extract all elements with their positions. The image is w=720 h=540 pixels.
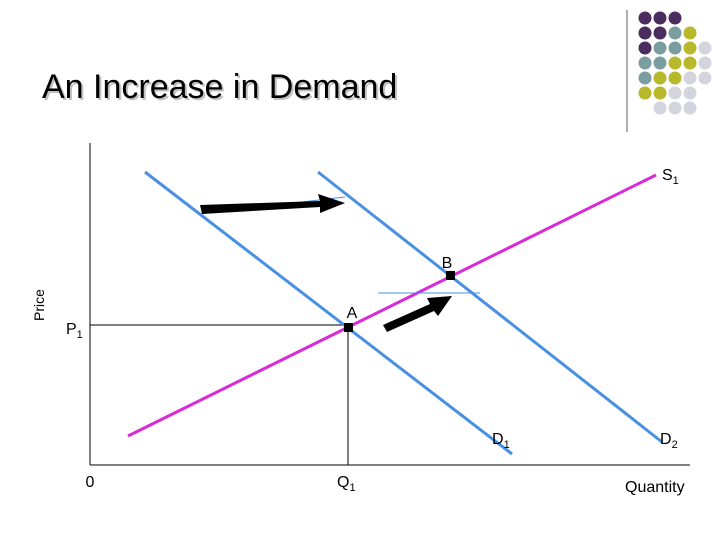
decor-dot [683, 41, 697, 55]
decor-dot [638, 56, 652, 70]
decor-dot [668, 41, 682, 55]
move-arrow [383, 296, 452, 332]
point-a [344, 323, 353, 332]
curve-label-sub: 2 [672, 439, 678, 451]
demand-curve-2 [317, 170, 663, 444]
y-axis-label: Price [31, 289, 47, 321]
supply-curve [127, 173, 657, 438]
decor-dot [698, 41, 712, 55]
curve-label-sub: 1 [504, 439, 510, 451]
origin-label: 0 [86, 474, 95, 491]
decor-dot [683, 26, 697, 40]
decor-dot [698, 56, 712, 70]
decor-dot [638, 71, 652, 85]
curve-label-text: S [662, 167, 673, 184]
decor-dot [698, 71, 712, 85]
decor-dot [668, 71, 682, 85]
title: An Increase in Demand [42, 68, 397, 106]
level-text: P [66, 321, 77, 338]
diagram: B A S1 D1 D2 P1 Q1 0 Quantity Price [31, 143, 690, 496]
curve-label: S1 [662, 167, 679, 187]
decor-dot [653, 71, 667, 85]
decor-dot [683, 101, 697, 115]
decor-dot [638, 26, 652, 40]
level-sub: 1 [349, 482, 355, 494]
decor-dot [638, 86, 652, 100]
decor-dot [668, 101, 682, 115]
decor-dot [653, 101, 667, 115]
decor-dot [683, 71, 697, 85]
point-label: B [442, 255, 453, 272]
point-b [446, 271, 455, 280]
level-text: Q [337, 474, 349, 491]
curve-label: D2 [660, 431, 678, 451]
title-shadow: An Increase in Demand [44, 70, 399, 108]
decor-dot [653, 41, 667, 55]
decor-dot [653, 86, 667, 100]
decor-dot [653, 56, 667, 70]
quantity-level: Q1 [337, 474, 356, 494]
curve-label-text: D [492, 431, 504, 448]
price-level: P1 [66, 321, 83, 341]
curve-label: D1 [492, 431, 510, 451]
decor-dot [668, 26, 682, 40]
decor-dot [638, 41, 652, 55]
decor-dots [626, 10, 712, 132]
demand-curve-1 [144, 170, 513, 456]
curve-label-sub: 1 [673, 175, 679, 187]
decor-dot [653, 11, 667, 25]
point-label: A [347, 305, 358, 322]
decor-dot [638, 11, 652, 25]
level-sub: 1 [77, 329, 83, 341]
curve-label-text: D [660, 431, 672, 448]
decor-dot [683, 56, 697, 70]
decor-dot [653, 26, 667, 40]
decor-dot [683, 86, 697, 100]
x-axis-label: Quantity [625, 479, 685, 496]
decor-dot [668, 56, 682, 70]
decor-dot [668, 86, 682, 100]
decor-dot [668, 11, 682, 25]
dot-grid [638, 11, 712, 115]
shift-arrow [200, 194, 345, 214]
